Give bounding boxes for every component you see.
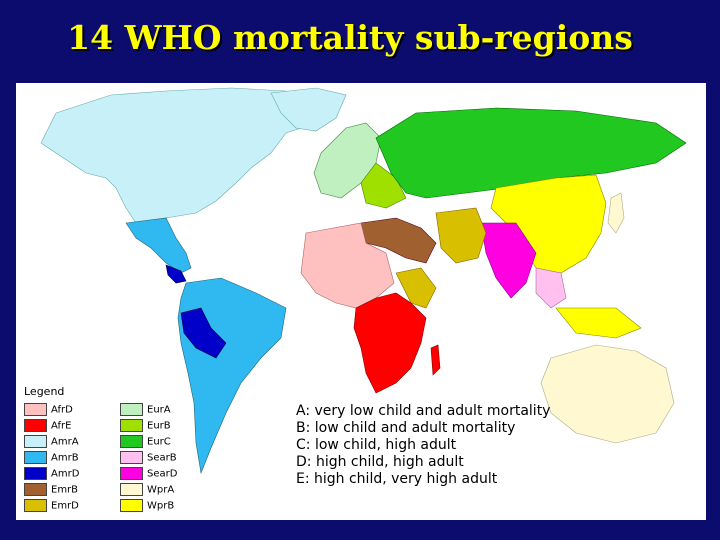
legend-item: EmrD: [24, 499, 79, 512]
region-amr-a-north-america: [40, 87, 337, 224]
legend-swatch: [120, 403, 143, 416]
key-line-d: D: high child, high adult: [296, 454, 464, 470]
key-line-c: C: low child, high adult: [296, 437, 457, 453]
legend-item: WprB: [120, 499, 174, 512]
legend-item: EurC: [120, 435, 171, 448]
region-eur-c: [375, 107, 687, 199]
key-line-b: B: low child and adult mortality: [296, 420, 516, 436]
legend-item: AfrE: [24, 419, 71, 432]
legend-swatch: [120, 483, 143, 496]
legend-item: WprA: [120, 483, 174, 496]
region-wpr-b-china: [490, 174, 607, 274]
region-emr-b: [360, 217, 437, 264]
legend-swatch: [120, 499, 143, 512]
legend-item: AmrD: [24, 467, 79, 480]
map-panel: Legend AfrD AfrE AmrA AmrB AmrD EmrB Emr…: [16, 83, 706, 520]
legend-label: SearD: [147, 468, 178, 480]
legend-label: AfrD: [51, 404, 73, 416]
legend-item: EurA: [120, 403, 171, 416]
legend-swatch: [24, 467, 47, 480]
world-map: [40, 87, 687, 475]
region-wpr-a-japan: [607, 192, 625, 234]
legend: Legend AfrD AfrE AmrA AmrB AmrD EmrB Emr…: [20, 385, 190, 517]
region-afr-e-madagascar: [430, 344, 441, 376]
legend-item: EmrB: [24, 483, 78, 496]
legend-item: AmrA: [24, 435, 79, 448]
region-eur-b: [360, 162, 407, 209]
region-emr-d-horn: [395, 267, 437, 309]
legend-item: SearB: [120, 451, 177, 464]
legend-swatch: [24, 435, 47, 448]
legend-title: Legend: [24, 385, 65, 398]
legend-swatch: [24, 451, 47, 464]
legend-label: EurA: [147, 404, 171, 416]
region-wpr-b-islands: [555, 307, 642, 339]
key-line-e: E: high child, very high adult: [296, 471, 498, 487]
region-wpr-a-australia: [540, 344, 675, 444]
legend-label: AmrD: [51, 468, 80, 480]
legend-item: AfrD: [24, 403, 73, 416]
region-amr-b-south-america: [177, 277, 287, 475]
slide-title: 14 WHO mortality sub-regions: [67, 18, 633, 57]
region-sear-b: [535, 267, 567, 309]
legend-swatch: [120, 435, 143, 448]
legend-swatch: [24, 499, 47, 512]
legend-label: EmrB: [51, 484, 79, 496]
legend-swatch: [120, 419, 143, 432]
legend-label: EurC: [147, 436, 171, 448]
legend-swatch: [24, 419, 47, 432]
legend-label: WprB: [147, 500, 175, 512]
region-amr-a-greenland: [270, 87, 347, 132]
legend-swatch: [120, 451, 143, 464]
legend-swatch: [24, 403, 47, 416]
legend-item: AmrB: [24, 451, 79, 464]
legend-label: EurB: [147, 420, 171, 432]
key-line-a: A: very low child and adult mortality: [296, 403, 551, 419]
legend-label: AmrA: [51, 436, 79, 448]
region-amr-d-andes: [180, 307, 227, 359]
legend-item: EurB: [120, 419, 171, 432]
region-sear-d: [480, 222, 537, 299]
region-amr-b-mexico: [125, 217, 192, 274]
legend-item: SearD: [120, 467, 177, 480]
legend-label: WprA: [147, 484, 175, 496]
region-amr-d-central: [165, 264, 187, 284]
region-emr-d: [435, 207, 487, 264]
legend-label: EmrD: [51, 500, 79, 512]
legend-swatch: [24, 483, 47, 496]
legend-swatch: [120, 467, 143, 480]
region-afr-e: [353, 292, 427, 394]
legend-label: AmrB: [51, 452, 79, 464]
legend-label: SearB: [147, 452, 177, 464]
mortality-key: A: very low child and adult mortality B:…: [296, 403, 596, 488]
legend-label: AfrE: [51, 420, 72, 432]
